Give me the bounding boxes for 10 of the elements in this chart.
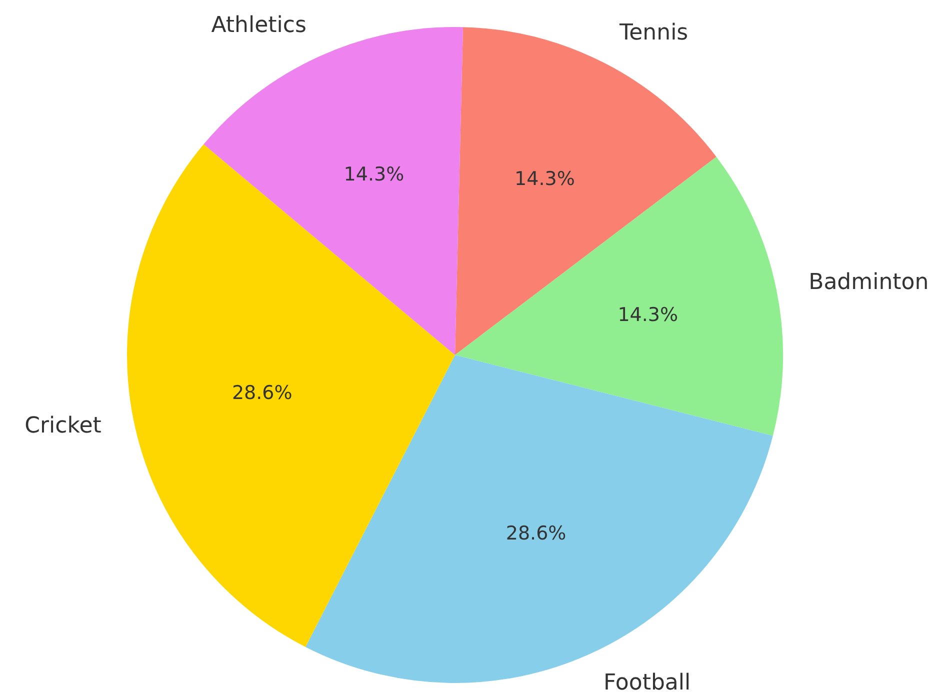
slice-label: Football — [604, 670, 691, 694]
data-label: 14.3% — [514, 168, 575, 190]
slice-label: Athletics — [211, 12, 306, 38]
slice-label: Tennis — [618, 20, 688, 46]
data-label: 28.6% — [506, 522, 566, 544]
slice-label: Cricket — [24, 413, 102, 438]
data-label: 14.3% — [344, 164, 404, 186]
data-label: 28.6% — [232, 382, 292, 404]
data-label: 14.3% — [618, 304, 678, 326]
slice-label: Badminton — [808, 270, 929, 296]
